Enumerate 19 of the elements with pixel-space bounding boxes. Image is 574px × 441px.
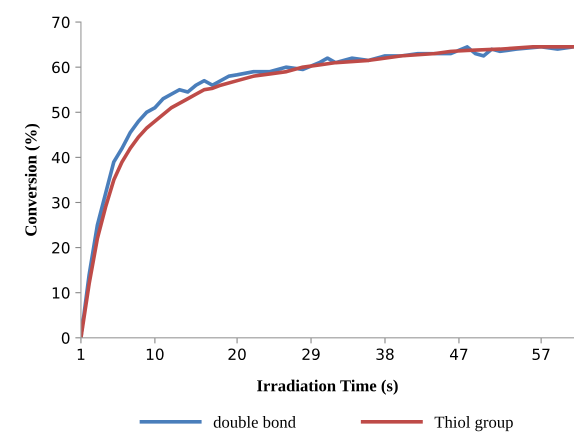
x-tick-label: 10 bbox=[146, 348, 164, 360]
legend-label: double bond bbox=[214, 416, 296, 428]
x-axis-title: Irradiation Time (s) bbox=[257, 380, 398, 395]
y-tick-label: 10 bbox=[52, 287, 70, 299]
legend-label: Thiol group bbox=[434, 416, 513, 432]
x-tick-label: 29 bbox=[302, 348, 320, 360]
y-tick-label: 60 bbox=[52, 62, 70, 74]
x-tick-label: 38 bbox=[376, 348, 394, 360]
x-tick-label: 57 bbox=[532, 348, 550, 360]
y-tick-label: 50 bbox=[52, 106, 70, 118]
y-tick-label: 70 bbox=[52, 16, 70, 28]
x-tick-label: 1 bbox=[78, 348, 84, 360]
y-axis-title: Conversion (%) bbox=[24, 124, 40, 236]
y-tick-label: 0 bbox=[62, 332, 70, 344]
y-tick-label: 40 bbox=[52, 152, 70, 164]
x-tick-label: 20 bbox=[228, 348, 246, 360]
y-tick-label: 30 bbox=[52, 196, 70, 209]
y-tick-label: 20 bbox=[52, 242, 70, 254]
x-tick-label: 47 bbox=[450, 348, 468, 360]
